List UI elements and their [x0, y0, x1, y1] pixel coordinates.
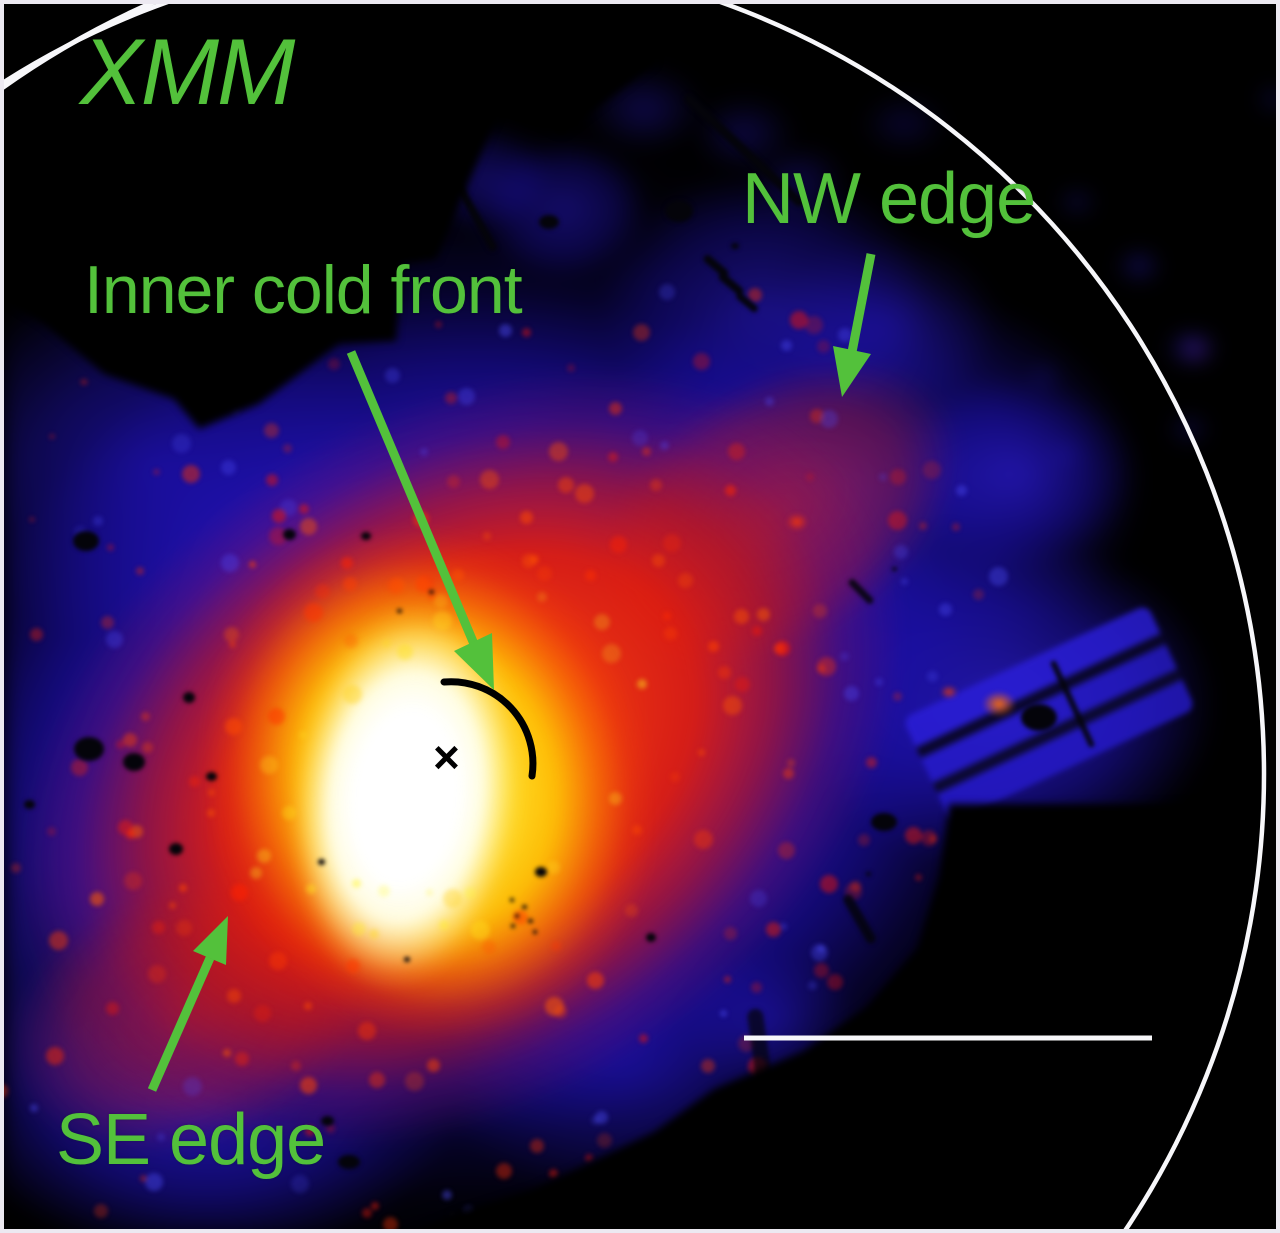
excised-point-sources — [4, 4, 1276, 1229]
nw-edge-label: NW edge — [742, 159, 1036, 239]
se-edge-label: SE edge — [56, 1100, 326, 1180]
cluster-center-marker: × — [433, 731, 460, 783]
fov-corner-arc — [4, 4, 155, 90]
xray-image-canvas: XMM Inner cold front NW edge SE edge × — [4, 4, 1276, 1229]
annotation-overlay — [4, 4, 1267, 1229]
cold-front-arc — [440, 678, 537, 780]
inner-cold-front-arrow — [346, 350, 494, 690]
inner-cold-front-label: Inner cold front — [84, 252, 523, 328]
fov-circle-arc — [4, 4, 1267, 1229]
instrument-label: XMM — [80, 19, 295, 124]
exposure-edge-top — [4, 4, 1276, 1229]
emission-speckle-texture — [4, 4, 1276, 1229]
exposure-edge-bottom — [4, 4, 1276, 1229]
nw-edge-arrow — [833, 253, 876, 397]
se-edge-arrow — [147, 916, 228, 1092]
